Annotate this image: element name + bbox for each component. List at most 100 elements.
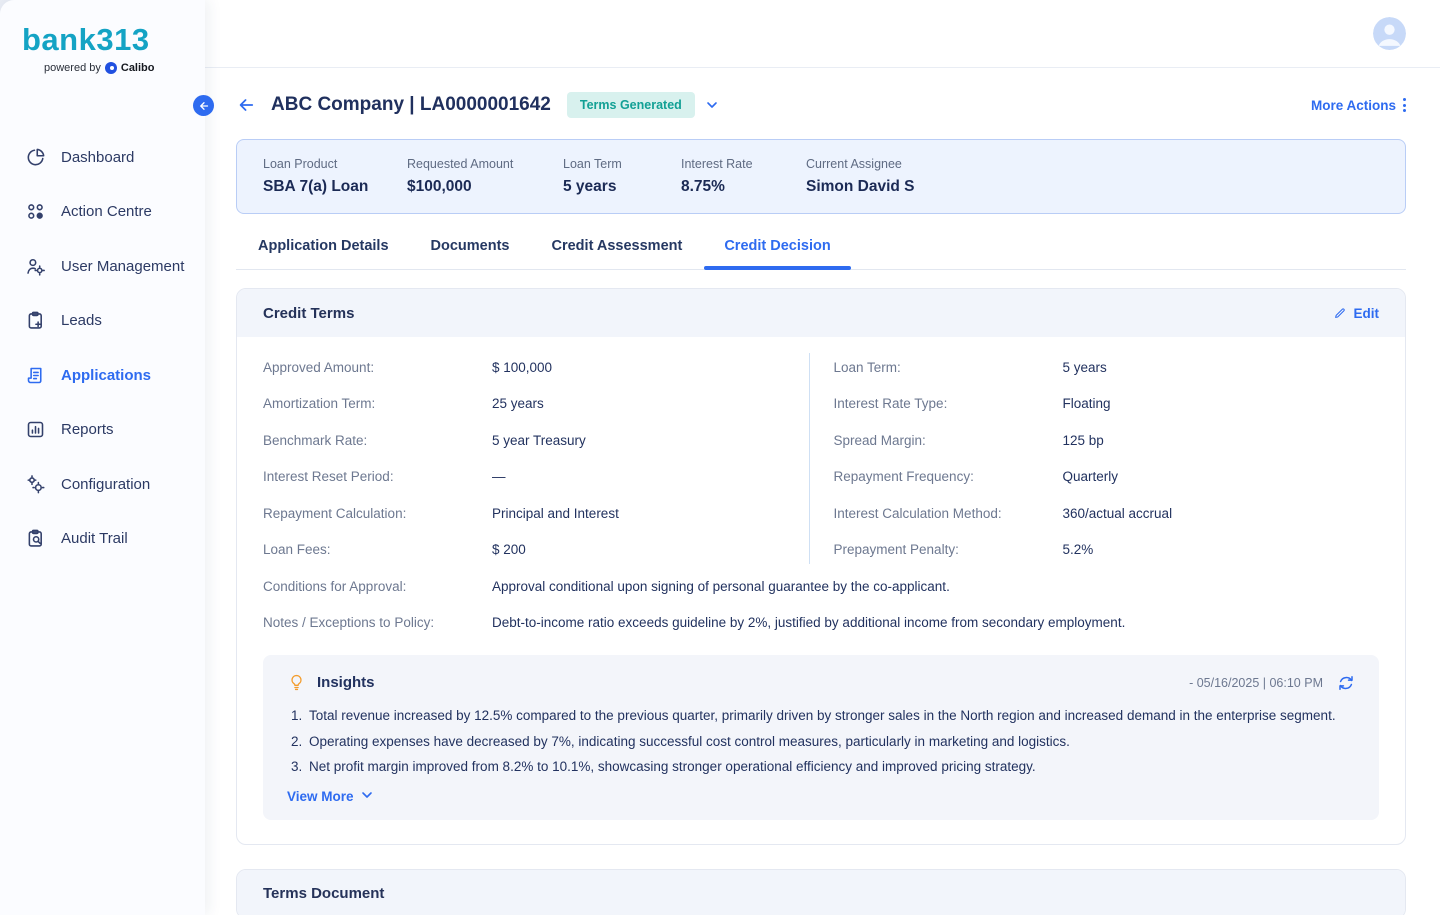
refresh-insights-button[interactable] bbox=[1337, 674, 1355, 692]
field-amortization-term: Amortization Term: 25 years bbox=[263, 386, 809, 423]
back-arrow-icon bbox=[239, 99, 254, 111]
field-prepayment-penalty: Prepayment Penalty: 5.2% bbox=[834, 532, 1380, 569]
sidebar-item-reports[interactable]: Reports bbox=[0, 403, 205, 458]
column-divider bbox=[808, 353, 810, 564]
lightbulb-icon bbox=[287, 673, 306, 692]
field-spread-margin: Spread Margin: 125 bp bbox=[834, 422, 1380, 459]
field-label: Loan Term: bbox=[833, 359, 901, 375]
credit-terms-header: Credit Terms Edit bbox=[237, 289, 1405, 337]
field-value: 5.2% bbox=[1062, 542, 1094, 558]
calibo-logo-icon bbox=[104, 62, 117, 74]
field-value: Approval conditional upon signing of per… bbox=[492, 578, 950, 594]
insight-item: Total revenue increased by 12.5% compare… bbox=[306, 703, 1355, 729]
tab-credit-decision[interactable]: Credit Decision bbox=[704, 238, 852, 270]
back-button[interactable] bbox=[236, 95, 256, 115]
sidebar-item-label: Reports bbox=[61, 421, 114, 439]
field-label: Interest Rate bbox=[681, 157, 753, 171]
main-content: ABC Company | LA0000001642 Terms Generat… bbox=[205, 68, 1440, 915]
field-value: 8.75% bbox=[681, 178, 725, 195]
brand-logo-text: bank313 bbox=[22, 22, 150, 57]
field-value: Simon David S bbox=[806, 178, 915, 195]
summary-field-loan-product: Loan Product SBA 7(a) Loan bbox=[263, 157, 407, 196]
sidebar-item-applications[interactable]: Applications bbox=[0, 348, 205, 403]
audit-trail-icon bbox=[25, 528, 46, 549]
sidebar-nav: Dashboard Action Centre User Management … bbox=[0, 130, 205, 566]
credit-terms-body: Approved Amount: $ 100,000 Amortization … bbox=[237, 337, 1405, 844]
sidebar-item-leads[interactable]: Leads bbox=[0, 294, 205, 349]
field-value: $100,000 bbox=[407, 178, 472, 195]
insights-title: Insights bbox=[317, 674, 375, 691]
field-loan-fees: Loan Fees: $ 200 bbox=[263, 532, 809, 569]
pencil-icon bbox=[1334, 308, 1345, 318]
field-value: 5 year Treasury bbox=[492, 432, 586, 448]
field-label: Current Assignee bbox=[806, 157, 902, 171]
sidebar-item-configuration[interactable]: Configuration bbox=[0, 457, 205, 512]
avatar[interactable] bbox=[1373, 17, 1406, 50]
credit-terms-grid: Approved Amount: $ 100,000 Amortization … bbox=[263, 349, 1379, 568]
field-value: 360/actual accrual bbox=[1062, 505, 1173, 521]
insight-item: Operating expenses have decreased by 7%,… bbox=[306, 729, 1355, 755]
status-dropdown-button[interactable] bbox=[704, 97, 720, 113]
refresh-icon bbox=[1339, 675, 1353, 690]
page-title: ABC Company | LA0000001642 bbox=[271, 94, 551, 115]
calibo-brand-name: Calibo bbox=[120, 62, 155, 74]
field-value: Floating bbox=[1062, 396, 1111, 412]
topbar bbox=[205, 0, 1440, 68]
field-label: Prepayment Penalty: bbox=[833, 542, 959, 558]
field-notes-exceptions: Notes / Exceptions to Policy: Debt-to-in… bbox=[263, 605, 1379, 642]
field-label: Spread Margin: bbox=[833, 432, 926, 448]
terms-document-title: Terms Document bbox=[263, 885, 385, 902]
tab-documents[interactable]: Documents bbox=[431, 238, 510, 269]
field-conditions-for-approval: Conditions for Approval: Approval condit… bbox=[263, 568, 1379, 605]
brand-logo: bank313 powered by Calibo bbox=[0, 0, 205, 74]
summary-field-requested-amount: Requested Amount $100,000 bbox=[407, 157, 563, 196]
powered-by: powered by Calibo bbox=[44, 62, 205, 74]
kebab-menu-icon bbox=[1403, 98, 1406, 112]
sidebar-item-user-management[interactable]: User Management bbox=[0, 239, 205, 294]
reports-icon bbox=[25, 419, 46, 440]
field-label: Loan Fees: bbox=[263, 542, 331, 558]
sidebar: bank313 powered by Calibo Dashboard Acti… bbox=[0, 0, 205, 915]
insight-item: Net profit margin improved from 8.2% to … bbox=[306, 754, 1355, 780]
tab-bar: Application Details Documents Credit Ass… bbox=[236, 238, 1406, 270]
summary-field-current-assignee: Current Assignee Simon David S bbox=[806, 157, 915, 196]
field-value: Quarterly bbox=[1062, 469, 1119, 485]
summary-field-loan-term: Loan Term 5 years bbox=[563, 157, 681, 196]
leads-icon bbox=[25, 310, 46, 331]
field-value: 5 years bbox=[563, 178, 617, 195]
chevron-down-icon bbox=[706, 102, 717, 108]
field-loan-term: Loan Term: 5 years bbox=[834, 349, 1380, 386]
sidebar-item-label: Audit Trail bbox=[61, 530, 128, 548]
field-value: Debt-to-income ratio exceeds guideline b… bbox=[492, 615, 1126, 631]
applications-icon bbox=[25, 365, 46, 386]
dashboard-icon bbox=[25, 147, 46, 168]
sidebar-collapse-button[interactable] bbox=[193, 95, 214, 116]
powered-by-label: powered by bbox=[44, 62, 101, 74]
sidebar-item-audit-trail[interactable]: Audit Trail bbox=[0, 512, 205, 567]
field-label: Interest Reset Period: bbox=[263, 469, 394, 485]
sidebar-item-label: Configuration bbox=[61, 475, 151, 493]
field-interest-reset-period: Interest Reset Period: — bbox=[263, 459, 809, 496]
configuration-icon bbox=[25, 474, 46, 495]
sidebar-item-label: Applications bbox=[61, 366, 152, 384]
sidebar-item-label: Action Centre bbox=[61, 203, 152, 221]
sidebar-item-action-centre[interactable]: Action Centre bbox=[0, 185, 205, 240]
view-more-label: View More bbox=[287, 788, 354, 804]
field-label: Loan Term bbox=[563, 157, 622, 171]
chevron-down-icon bbox=[359, 787, 375, 806]
field-label: Repayment Calculation: bbox=[263, 505, 407, 521]
edit-button[interactable]: Edit bbox=[1333, 305, 1380, 321]
edit-label: Edit bbox=[1353, 305, 1380, 321]
sidebar-item-label: Leads bbox=[61, 312, 102, 330]
action-centre-icon bbox=[25, 201, 46, 222]
sidebar-item-dashboard[interactable]: Dashboard bbox=[0, 130, 205, 185]
terms-document-card: Terms Document bbox=[236, 868, 1406, 915]
tab-application-details[interactable]: Application Details bbox=[258, 238, 389, 269]
field-value: 125 bp bbox=[1062, 432, 1104, 448]
tab-credit-assessment[interactable]: Credit Assessment bbox=[552, 238, 683, 269]
field-value: $ 100,000 bbox=[492, 359, 553, 375]
more-actions-button[interactable]: More Actions bbox=[1311, 98, 1406, 113]
field-repayment-frequency: Repayment Frequency: Quarterly bbox=[834, 459, 1380, 496]
field-value: $ 200 bbox=[492, 542, 526, 558]
view-more-button[interactable]: View More bbox=[287, 787, 375, 806]
